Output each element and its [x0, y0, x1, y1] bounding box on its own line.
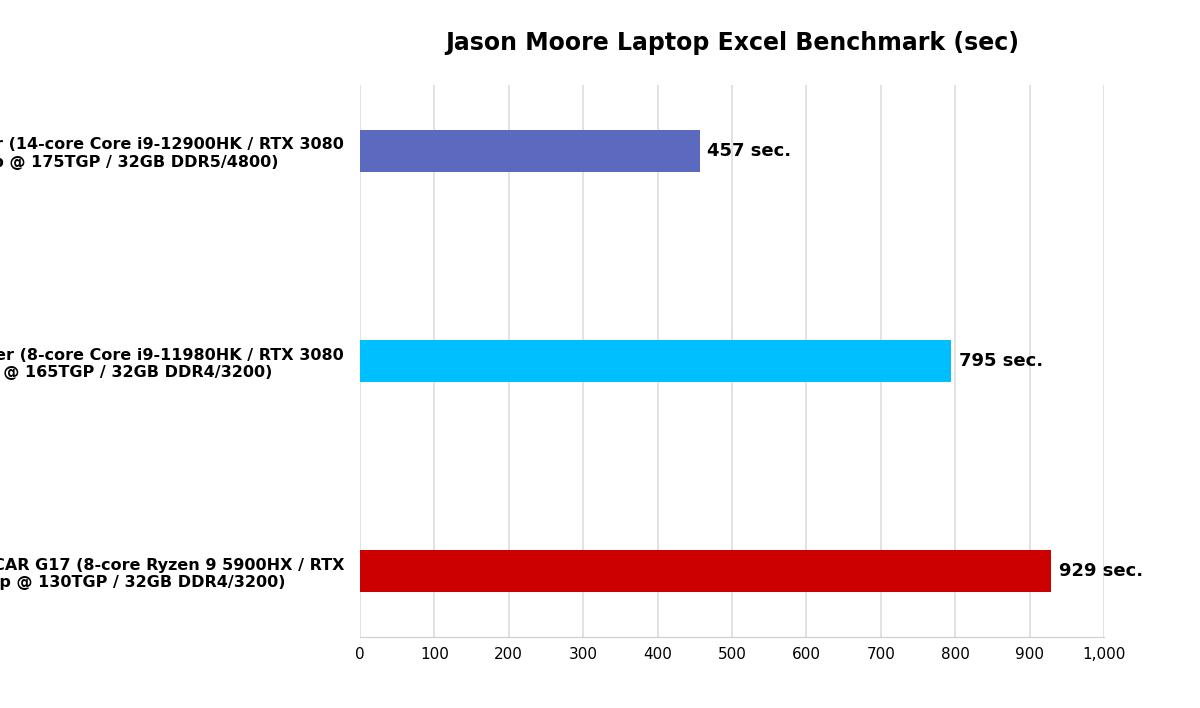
Title: Jason Moore Laptop Excel Benchmark (sec): Jason Moore Laptop Excel Benchmark (sec)	[445, 31, 1019, 55]
Text: 795 sec.: 795 sec.	[959, 352, 1043, 370]
Text: 929 sec.: 929 sec.	[1058, 562, 1142, 581]
Bar	[360, 550, 1051, 593]
Bar	[360, 340, 952, 382]
Bar	[360, 130, 700, 172]
Text: 457 sec.: 457 sec.	[708, 142, 792, 160]
